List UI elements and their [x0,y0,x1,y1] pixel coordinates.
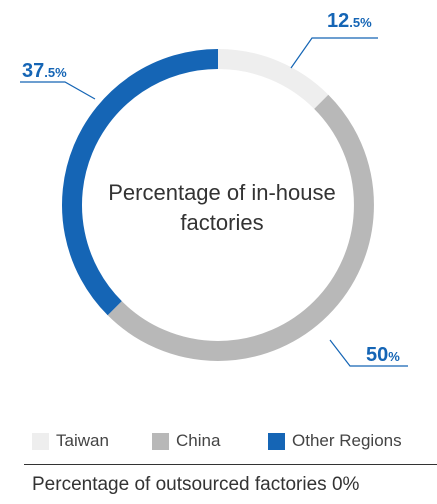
legend-swatch-other-regions [268,432,285,450]
legend-item-other-regions: Other Regions [268,428,402,454]
chart-title: Percentage of in-house factories [108,180,336,235]
leader-line-china [329,339,408,367]
slice-other-regions [62,49,219,316]
slice-value-china: 50 [366,344,389,366]
legend-swatch-taiwan [32,432,49,450]
divider [24,464,437,465]
footer-note: Percentage of outsourced factories 0% [32,474,360,495]
legend-swatch-china [152,432,169,450]
donut-ring [62,49,374,361]
slice-value-taiwan: 12 [327,10,350,32]
leader-lines [20,37,408,367]
leader-line-taiwan [290,37,378,69]
leader-line-other-regions [20,81,96,100]
legend: Taiwan China Other Regions [0,428,437,454]
legend-label-other-regions: Other Regions [292,431,402,450]
legend-label-taiwan: Taiwan [56,431,109,450]
slice-label-taiwan: 12.5% [327,10,372,33]
slice-label-other-regions: 37.5% [22,60,67,83]
legend-item-taiwan: Taiwan [32,428,109,454]
legend-label-china: China [176,431,221,450]
slice-value-decimal-taiwan: .5% [349,15,372,30]
slice-value-other-regions: 37 [22,60,45,82]
slice-value-decimal-other-regions: .5% [44,65,67,80]
slice-label-china: 50% [366,344,400,367]
legend-item-china: China [152,428,220,454]
slice-taiwan [217,49,329,109]
slice-china [107,94,374,361]
slice-value-decimal-china: % [388,349,400,364]
